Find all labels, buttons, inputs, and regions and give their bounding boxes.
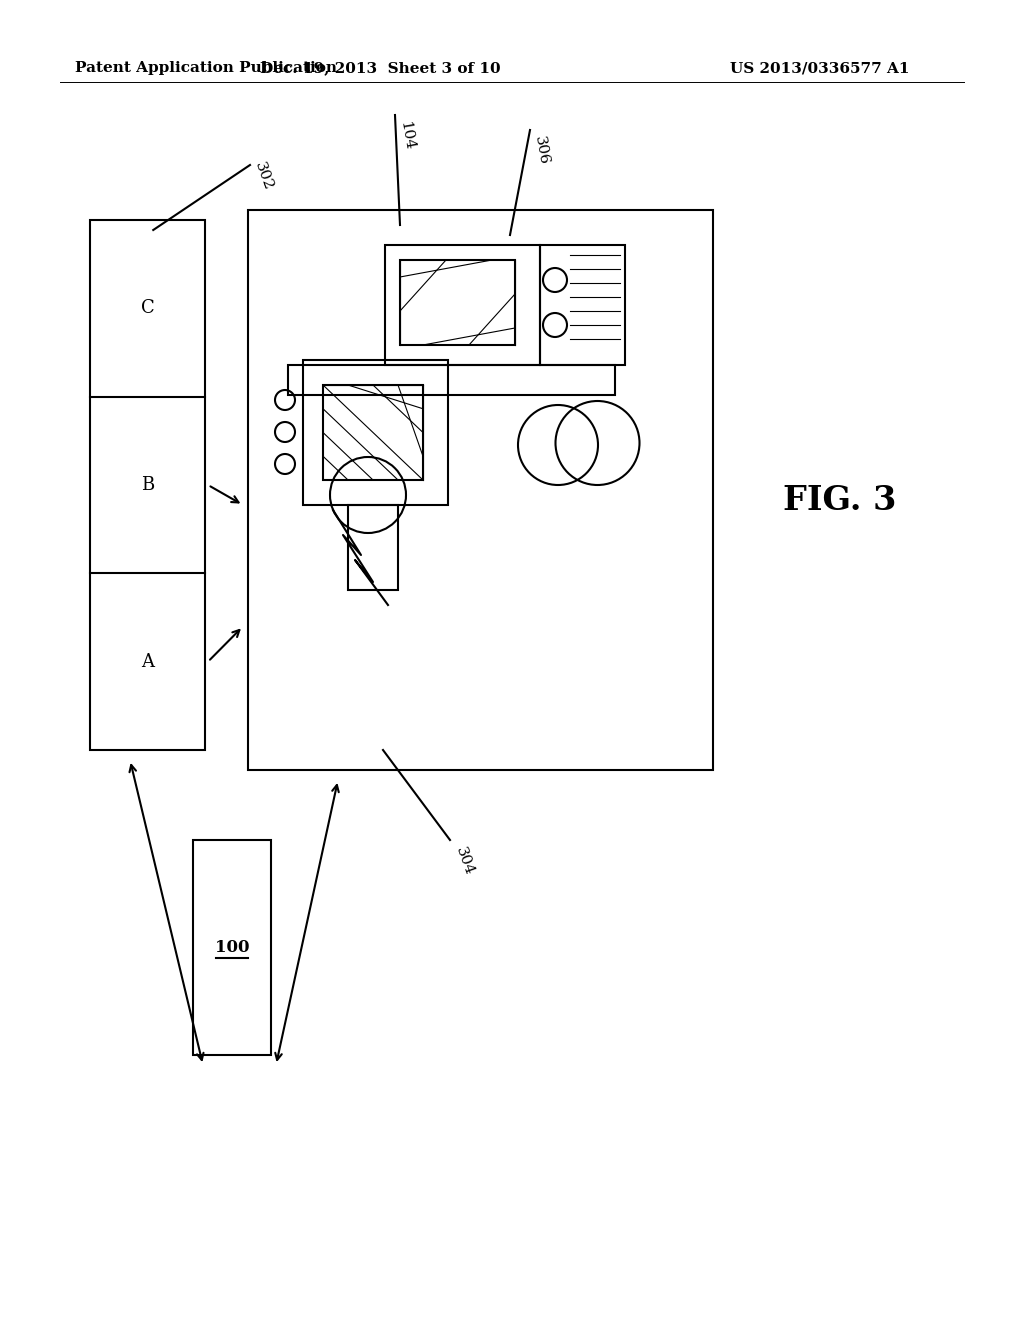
Text: FIG. 3: FIG. 3 — [783, 483, 897, 516]
Bar — [288, 366, 615, 395]
Bar — [193, 840, 271, 1055]
Bar — [348, 506, 398, 590]
Bar — [303, 360, 449, 506]
Bar — [323, 385, 423, 480]
Text: 304: 304 — [453, 845, 476, 878]
Text: 302: 302 — [252, 160, 275, 193]
Text: 306: 306 — [532, 135, 551, 166]
Text: US 2013/0336577 A1: US 2013/0336577 A1 — [730, 61, 909, 75]
Text: Patent Application Publication: Patent Application Publication — [75, 61, 337, 75]
Bar — [385, 246, 540, 366]
Text: A: A — [141, 652, 154, 671]
Bar — [540, 246, 625, 366]
Text: 100: 100 — [215, 939, 249, 956]
Text: Dec. 19, 2013  Sheet 3 of 10: Dec. 19, 2013 Sheet 3 of 10 — [260, 61, 501, 75]
Bar — [400, 260, 515, 345]
Text: B: B — [141, 477, 155, 494]
Text: 104: 104 — [397, 120, 416, 152]
Text: C: C — [140, 300, 155, 317]
